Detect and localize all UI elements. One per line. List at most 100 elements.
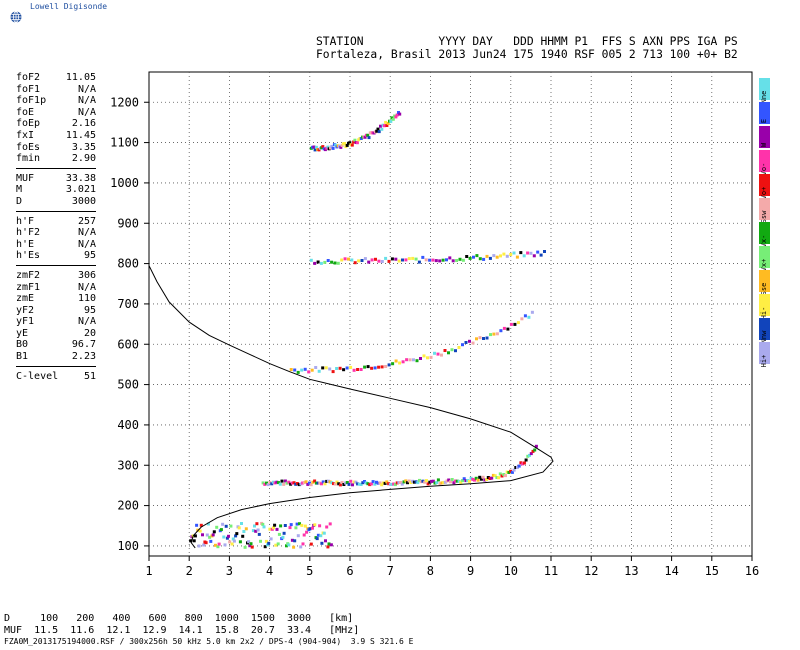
echo-mark <box>313 479 317 483</box>
x-tick-label: 9 <box>467 564 474 578</box>
param-label: B0 <box>16 339 29 351</box>
globe-icon <box>10 11 22 23</box>
echo-mark <box>472 255 475 259</box>
echo-mark <box>419 357 422 360</box>
plot-area <box>148 71 753 557</box>
echo-mark <box>457 479 461 483</box>
echo-mark <box>250 545 254 549</box>
param-value: N/A <box>77 106 96 118</box>
echo-mark <box>476 478 480 482</box>
echo-mark <box>514 466 518 469</box>
echo-mark <box>295 522 299 526</box>
param-value: 2.23 <box>71 351 96 363</box>
echo-mark <box>296 370 300 374</box>
echo-mark <box>334 143 338 147</box>
legend-item: Nne <box>759 78 770 103</box>
echo-mark <box>348 141 352 145</box>
echo-mark <box>289 368 293 371</box>
param-row: B0 96.7 <box>16 339 96 351</box>
echo-mark <box>424 258 428 262</box>
echo-mark <box>251 529 255 533</box>
param-label: M <box>16 184 23 196</box>
echo-mark <box>457 346 461 349</box>
echo-mark <box>313 523 317 527</box>
echo-mark <box>438 259 442 263</box>
echo-mark <box>377 365 381 369</box>
echo-mark <box>205 533 209 537</box>
echo-mark <box>529 452 533 456</box>
echo-mark <box>458 257 462 261</box>
brand-name: Lowell Digisonde <box>30 2 108 11</box>
param-label: MUF <box>16 172 35 184</box>
echo-mark <box>436 478 440 482</box>
echo-mark <box>471 341 475 345</box>
echo-mark <box>292 481 296 485</box>
echo-mark <box>263 545 267 549</box>
echo-mark <box>445 258 448 262</box>
echo-mark <box>277 532 281 536</box>
echo-mark <box>479 477 483 481</box>
echo-mark <box>268 527 272 531</box>
echo-mark <box>319 534 323 538</box>
echo-mark <box>499 254 502 258</box>
legend-item: Vo- <box>759 150 770 175</box>
echo-mark <box>230 542 234 546</box>
echo-mark <box>381 481 385 485</box>
echo-mark <box>421 255 425 259</box>
param-label: yF2 <box>16 304 35 316</box>
echo-mark <box>298 522 301 526</box>
echo-mark <box>495 255 499 259</box>
echo-mark <box>353 138 357 142</box>
echo-mark <box>273 523 277 527</box>
x-tick-label: 2 <box>186 564 193 578</box>
echo-mark <box>384 120 388 124</box>
echo-mark <box>526 454 530 458</box>
echo-mark <box>493 474 497 478</box>
echo-mark <box>227 534 230 538</box>
echo-mark <box>379 124 382 128</box>
echo-mark <box>402 480 406 484</box>
echo-mark <box>414 257 418 261</box>
echo-mark <box>404 479 408 483</box>
echo-mark <box>387 363 391 367</box>
param-row: h'F 257 <box>16 216 96 228</box>
echo-mark <box>212 530 216 534</box>
echo-mark <box>238 540 242 544</box>
axis-tick-labels: 1 2 3 4 5 6 7 8 9 10 11 12 13 14 15 1610020030040050060… <box>110 95 759 578</box>
echo-mark <box>468 256 472 260</box>
echo-mark <box>216 545 220 549</box>
x-tick-label: 14 <box>664 564 678 578</box>
echo-mark <box>512 468 516 472</box>
echo-mark <box>326 259 330 262</box>
echo-mark <box>374 257 377 261</box>
echo-mark <box>411 256 415 260</box>
echo-mark <box>500 474 504 478</box>
echo-mark <box>319 261 323 265</box>
echo-mark <box>384 256 388 260</box>
x-tick-label: 10 <box>504 564 518 578</box>
echo-mark <box>300 523 304 527</box>
echo-mark <box>296 534 300 538</box>
echo-mark <box>417 260 421 264</box>
echo-mark <box>295 482 299 485</box>
echo-mark <box>492 254 496 258</box>
param-row: yE 20 <box>16 328 96 340</box>
echo-mark <box>316 481 320 485</box>
echo-mark <box>531 449 535 453</box>
echo-mark <box>505 254 509 258</box>
echo-mark <box>303 524 307 528</box>
param-value: 96.7 <box>71 339 96 351</box>
echo-mark <box>419 480 423 484</box>
echo-mark <box>443 349 447 352</box>
echo-mark <box>441 258 445 262</box>
echo-mark <box>387 482 391 486</box>
echo-mark <box>340 258 344 262</box>
x-tick-label: 5 <box>306 564 313 578</box>
echo-mark <box>435 481 439 485</box>
echo-mark <box>324 366 328 370</box>
param-label: yE <box>16 327 29 339</box>
echo-mark <box>271 480 275 484</box>
echo-mark <box>273 481 277 485</box>
echo-mark <box>204 541 208 545</box>
echo-mark <box>311 480 315 484</box>
